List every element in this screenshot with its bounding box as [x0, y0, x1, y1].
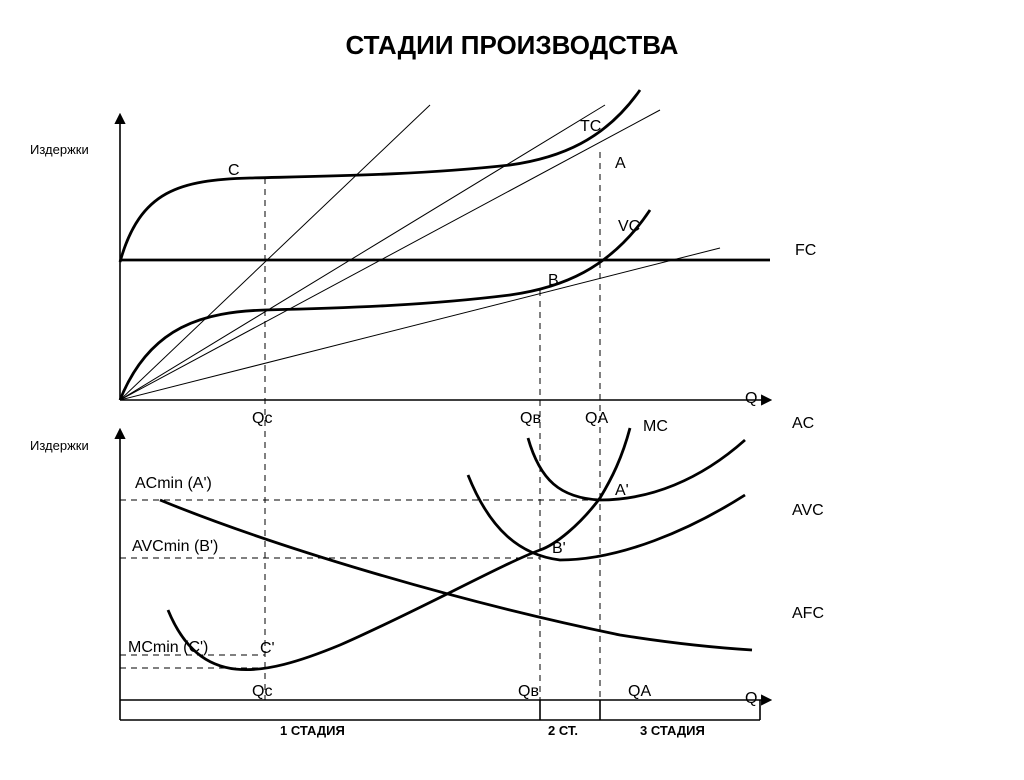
vc-label: VC: [618, 218, 640, 236]
stage-1-label: 1 СТАДИЯ: [280, 723, 345, 738]
top-qb-label: Qв: [520, 410, 541, 428]
afc-curve: [160, 500, 752, 650]
ray-2: [120, 110, 660, 400]
ac-label: AC: [792, 415, 814, 433]
ray-1: [120, 248, 720, 400]
top-yaxis-label: Издержки: [30, 142, 89, 157]
ray-4: [120, 105, 430, 400]
top-qa-label: QA: [585, 410, 608, 428]
fc-label: FC: [795, 242, 816, 260]
chart-svg: [0, 80, 1024, 780]
acmin-label: ACmin (A'): [135, 475, 212, 493]
bot-xaxis-label: Q: [745, 690, 757, 708]
avcmin-label: AVCmin (B'): [132, 538, 218, 556]
bot-yaxis-label: Издержки: [30, 438, 89, 453]
top-xaxis-label: Q: [745, 390, 757, 408]
stage-2-label: 2 СТ.: [548, 723, 578, 738]
bot-qb-label: Qв: [518, 683, 539, 701]
chart-area: Издержки Q TC VC FC A B C Qc Qв QA Издер…: [0, 80, 1024, 760]
cprime-label: C': [260, 640, 275, 658]
bot-qa-label: QA: [628, 683, 651, 701]
aprime-label: A': [615, 482, 629, 500]
bprime-label: B': [552, 540, 566, 558]
top-qc-label: Qc: [252, 410, 272, 428]
tc-curve: [120, 90, 640, 262]
bot-qc-label: Qc: [252, 683, 272, 701]
stage-3-label: 3 СТАДИЯ: [640, 723, 705, 738]
ray-3: [120, 105, 605, 400]
mc-label: MC: [643, 418, 668, 436]
page-title: СТАДИИ ПРОИЗВОДСТВА: [0, 30, 1024, 61]
a-label: A: [615, 155, 626, 173]
mcmin-label: MCmin (C'): [128, 639, 208, 657]
ac-curve: [528, 438, 745, 500]
tc-label: TC: [580, 118, 601, 136]
c-label: C: [228, 162, 240, 180]
b-label: B: [548, 272, 559, 290]
avc-label: AVC: [792, 502, 824, 520]
afc-label: AFC: [792, 605, 824, 623]
